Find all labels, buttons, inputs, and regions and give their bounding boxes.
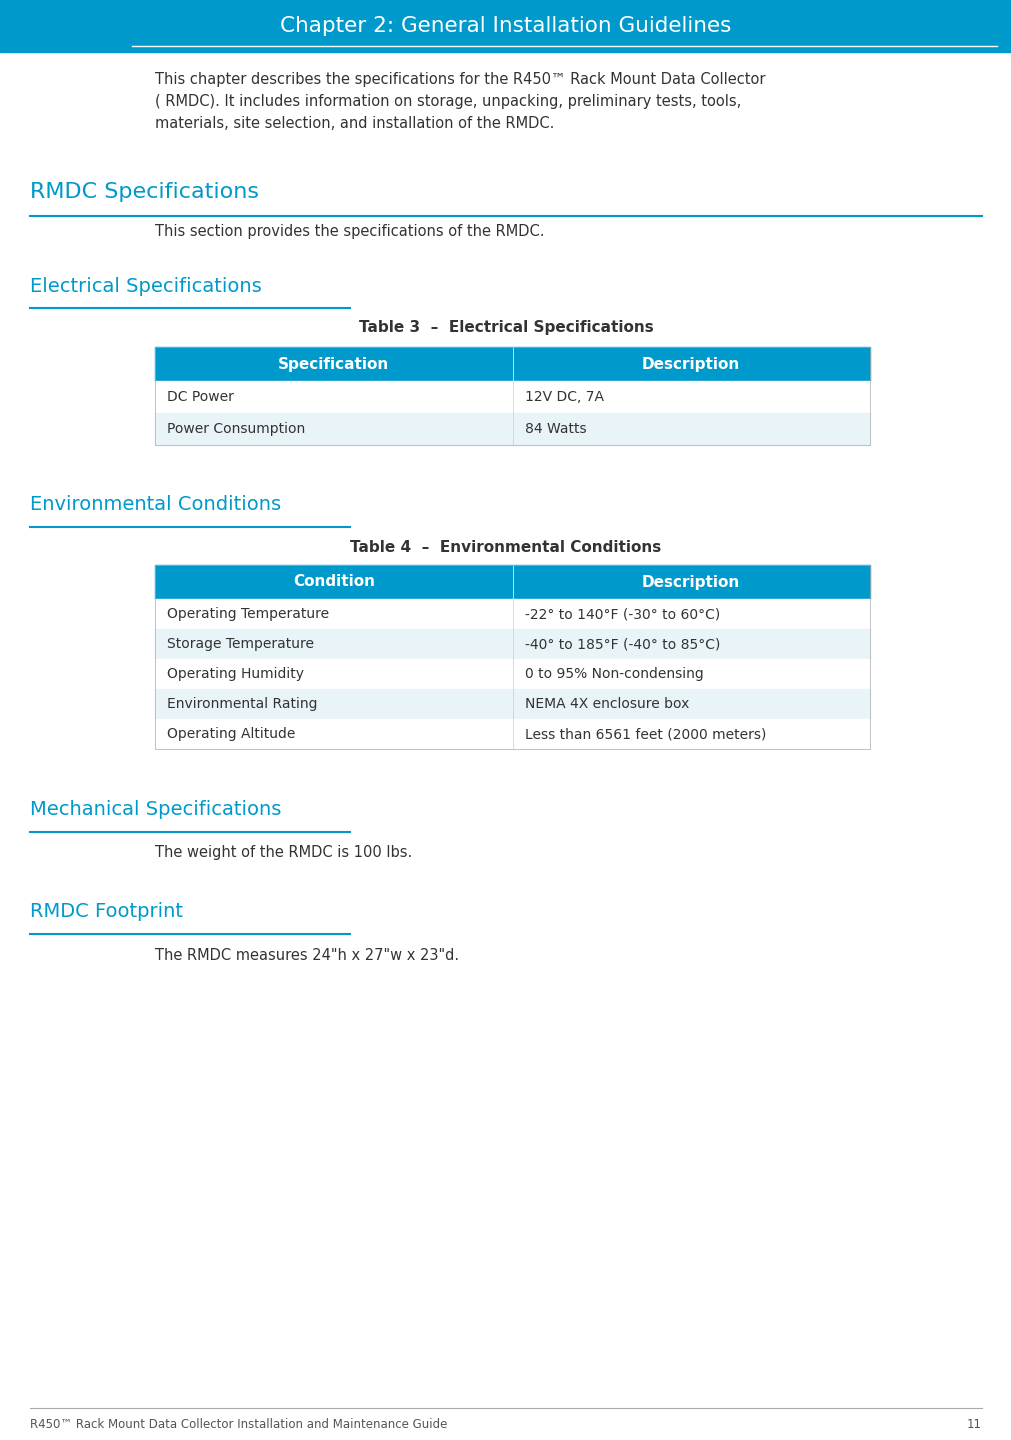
Bar <box>155 347 869 445</box>
Text: RMDC Specifications: RMDC Specifications <box>30 181 259 202</box>
Bar <box>155 382 869 413</box>
Text: 84 Watts: 84 Watts <box>524 422 585 436</box>
Text: -40° to 185°F (-40° to 85°C): -40° to 185°F (-40° to 85°C) <box>524 636 719 651</box>
Text: Operating Altitude: Operating Altitude <box>167 727 295 742</box>
Bar <box>155 564 869 599</box>
Text: NEMA 4X enclosure box: NEMA 4X enclosure box <box>524 697 688 711</box>
Bar <box>155 564 869 749</box>
Text: The weight of the RMDC is 100 lbs.: The weight of the RMDC is 100 lbs. <box>155 845 411 860</box>
Text: 12V DC, 7A: 12V DC, 7A <box>524 390 603 405</box>
Bar <box>155 347 869 382</box>
Bar <box>0 0 1011 52</box>
Bar <box>155 660 869 688</box>
Text: The RMDC measures 24"h x 27"w x 23"d.: The RMDC measures 24"h x 27"w x 23"d. <box>155 948 459 963</box>
Text: Condition: Condition <box>292 575 374 589</box>
Text: -22° to 140°F (-30° to 60°C): -22° to 140°F (-30° to 60°C) <box>524 608 719 621</box>
Text: DC Power: DC Power <box>167 390 234 405</box>
Bar <box>155 413 869 445</box>
Text: Environmental Rating: Environmental Rating <box>167 697 317 711</box>
Text: Mechanical Specifications: Mechanical Specifications <box>30 801 281 819</box>
Text: Less than 6561 feet (2000 meters): Less than 6561 feet (2000 meters) <box>524 727 765 742</box>
Text: Description: Description <box>642 357 740 372</box>
Text: R450™ Rack Mount Data Collector Installation and Maintenance Guide: R450™ Rack Mount Data Collector Installa… <box>30 1418 447 1431</box>
Text: Specification: Specification <box>278 357 389 372</box>
Text: Operating Humidity: Operating Humidity <box>167 667 304 681</box>
Bar <box>155 719 869 749</box>
Text: 11: 11 <box>967 1418 981 1431</box>
Bar <box>155 629 869 660</box>
Text: Table 3  –  Electrical Specifications: Table 3 – Electrical Specifications <box>358 320 653 336</box>
Text: Chapter 2: General Installation Guidelines: Chapter 2: General Installation Guidelin… <box>280 16 731 36</box>
Text: Description: Description <box>642 575 740 589</box>
Text: This section provides the specifications of the RMDC.: This section provides the specifications… <box>155 225 544 239</box>
Text: Operating Temperature: Operating Temperature <box>167 608 329 621</box>
Text: Electrical Specifications: Electrical Specifications <box>30 276 262 297</box>
Bar <box>155 688 869 719</box>
Text: 0 to 95% Non-condensing: 0 to 95% Non-condensing <box>524 667 703 681</box>
Text: Power Consumption: Power Consumption <box>167 422 305 436</box>
Text: RMDC Footprint: RMDC Footprint <box>30 901 183 922</box>
Bar <box>155 599 869 629</box>
Text: Environmental Conditions: Environmental Conditions <box>30 495 281 514</box>
Text: Table 4  –  Environmental Conditions: Table 4 – Environmental Conditions <box>350 540 661 554</box>
Text: Storage Temperature: Storage Temperature <box>167 636 313 651</box>
Text: This chapter describes the specifications for the R450™ Rack Mount Data Collecto: This chapter describes the specification… <box>155 72 764 131</box>
